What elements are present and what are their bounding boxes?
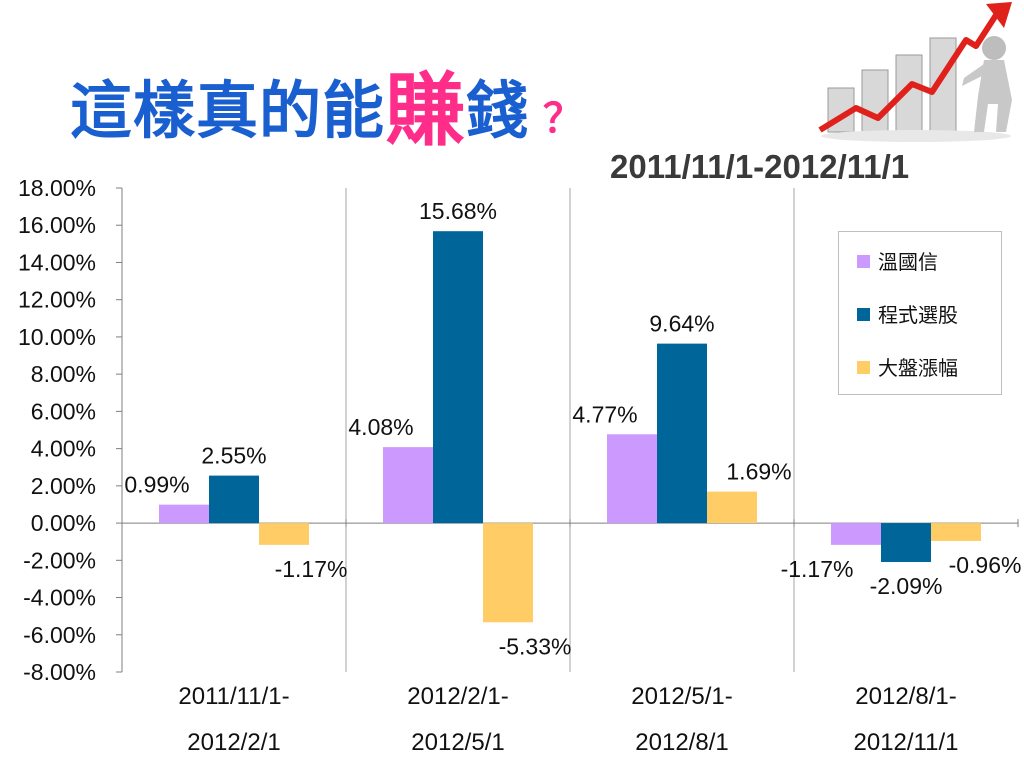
x-category-label: 2012/2/1- <box>407 683 508 710</box>
data-label: 4.77% <box>572 401 637 427</box>
bar-series-1 <box>159 504 209 524</box>
rising-chart-figure-icon <box>818 2 1012 142</box>
bar-series-3 <box>259 523 309 545</box>
y-tick-label: 8.00% <box>31 361 96 387</box>
y-tick-label: 6.00% <box>31 398 96 424</box>
bar-series-2 <box>881 523 931 562</box>
data-label: 0.99% <box>124 472 189 498</box>
y-tick-label: -8.00% <box>23 659 96 685</box>
y-tick-label: 12.00% <box>18 287 96 313</box>
x-category-label: 2012/8/1- <box>855 683 956 710</box>
bar-series-1 <box>383 447 433 524</box>
y-tick-label: 4.00% <box>31 436 96 462</box>
y-tick-label: 0.00% <box>31 510 96 536</box>
data-label: 9.64% <box>649 311 714 337</box>
data-label: 1.69% <box>726 459 791 485</box>
data-label: -1.17% <box>275 556 348 582</box>
date-range-subtitle: 2011/11/1-2012/11/1 <box>610 148 910 185</box>
data-label: -1.17% <box>781 556 854 582</box>
legend-swatch <box>857 361 870 374</box>
y-tick-label: -2.00% <box>23 547 96 573</box>
data-label: -0.96% <box>949 552 1022 578</box>
y-tick-label: -6.00% <box>23 622 96 648</box>
legend-item-series-2: 程式選股 <box>857 299 958 328</box>
bar-series-2 <box>209 475 259 524</box>
data-label: -2.09% <box>870 573 943 599</box>
page-title: 這樣真的能賺錢 ？ <box>70 40 585 157</box>
legend-label: 溫國信 <box>878 250 938 274</box>
bar-series-2 <box>433 231 483 524</box>
title-main: 這樣真的能 <box>70 74 386 147</box>
y-tick-label: 16.00% <box>18 212 96 238</box>
data-label: 4.08% <box>348 414 413 440</box>
chart-legend: 溫國信 程式選股 大盤漲幅 <box>838 231 1002 395</box>
legend-item-series-3: 大盤漲幅 <box>857 352 958 381</box>
y-tick-label: 14.00% <box>18 249 96 275</box>
y-tick-label: 2.00% <box>31 473 96 499</box>
y-tick-label: 18.00% <box>18 175 96 201</box>
bar-series-3 <box>483 523 533 623</box>
x-category-label: 2012/5/1 <box>411 729 504 756</box>
bar-series-1 <box>607 434 657 524</box>
bar-series-2 <box>657 343 707 524</box>
x-category-label: 2012/8/1 <box>635 729 728 756</box>
x-category-label: 2012/2/1 <box>187 729 280 756</box>
x-category-label: 2012/5/1- <box>631 683 732 710</box>
legend-item-series-1: 溫國信 <box>857 246 938 275</box>
x-category-label: 2011/11/1- <box>178 683 289 710</box>
legend-swatch <box>857 255 870 268</box>
data-label: 15.68% <box>419 198 497 224</box>
bar-series-1 <box>831 523 881 545</box>
legend-label: 程式選股 <box>878 303 958 327</box>
bar-chart: 18.00% 16.00% 14.00% 12.00% 10.00% 8.00% 6.00%… <box>18 175 1022 756</box>
legend-swatch <box>857 308 870 321</box>
title-question-mark: ？ <box>543 96 585 142</box>
x-category-label: 2012/11/1 <box>854 729 959 756</box>
title-tail: 錢 <box>466 74 530 147</box>
bar-series-3 <box>931 523 981 541</box>
bar-series-3 <box>707 491 757 524</box>
y-tick-label: -4.00% <box>23 585 96 611</box>
y-tick-label: 10.00% <box>18 324 96 350</box>
data-label: -5.33% <box>499 633 572 659</box>
title-highlight: 賺 <box>385 64 467 157</box>
legend-label: 大盤漲幅 <box>878 356 958 380</box>
data-label: 2.55% <box>201 443 266 469</box>
